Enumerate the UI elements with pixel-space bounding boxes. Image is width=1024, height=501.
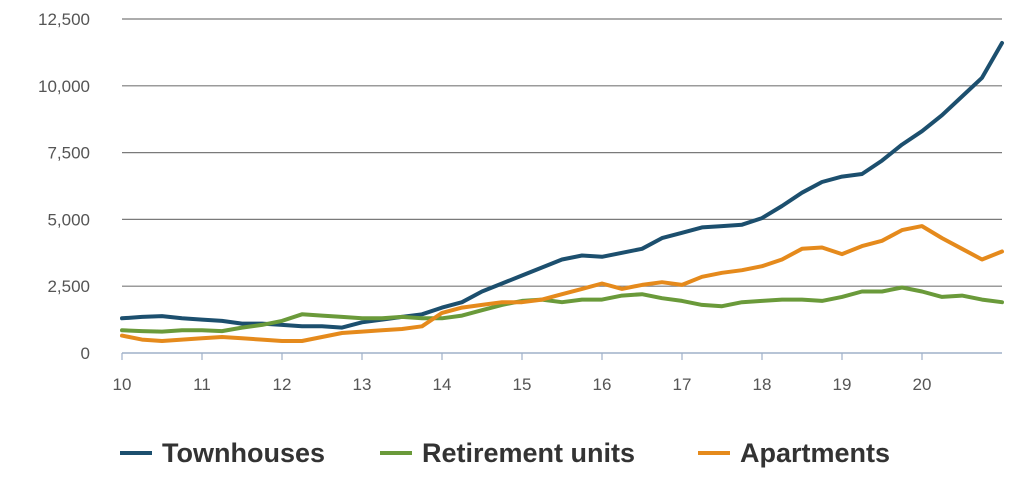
x-tick-label: 11 bbox=[193, 375, 211, 394]
series-lines bbox=[120, 41, 1004, 343]
y-tick-label: 5,000 bbox=[47, 210, 90, 229]
series-line-retirement-units bbox=[120, 285, 1004, 334]
x-tick-label: 16 bbox=[593, 375, 612, 394]
legend-item-apartments: Apartments bbox=[698, 438, 890, 468]
y-tick-label: 10,000 bbox=[38, 77, 90, 96]
legend-item-townhouses: Townhouses bbox=[120, 438, 325, 468]
x-tick-label: 14 bbox=[433, 375, 452, 394]
legend-swatch-townhouses bbox=[120, 451, 152, 455]
y-axis-ticks: 0 2,500 5,000 7,500 10,000 12,500 bbox=[38, 10, 90, 363]
x-tick-label: 18 bbox=[753, 375, 772, 394]
legend-swatch-retirement-units bbox=[380, 451, 412, 455]
legend-label-apartments: Apartments bbox=[740, 438, 890, 468]
y-tick-label: 0 bbox=[81, 344, 90, 363]
x-axis-ticks: 10 11 12 13 14 15 16 17 18 19 20 bbox=[113, 353, 932, 394]
y-tick-label: 7,500 bbox=[47, 144, 90, 163]
y-tick-label: 2,500 bbox=[47, 277, 90, 296]
x-tick-label: 12 bbox=[273, 375, 292, 394]
gridlines bbox=[122, 18, 1002, 354]
x-tick-label: 19 bbox=[833, 375, 852, 394]
x-tick-label: 15 bbox=[513, 375, 532, 394]
legend-item-retirement-units: Retirement units bbox=[380, 438, 635, 468]
legend: Townhouses Retirement units Apartments bbox=[120, 438, 890, 468]
x-tick-label: 13 bbox=[353, 375, 372, 394]
legend-label-townhouses: Townhouses bbox=[162, 438, 325, 468]
legend-swatch-apartments bbox=[698, 451, 730, 455]
x-tick-label: 10 bbox=[113, 375, 132, 394]
series-line-apartments bbox=[120, 224, 1004, 343]
legend-label-retirement-units: Retirement units bbox=[422, 438, 635, 468]
y-tick-label: 12,500 bbox=[38, 10, 90, 29]
x-tick-label: 20 bbox=[913, 375, 932, 394]
x-tick-label: 17 bbox=[673, 375, 692, 394]
